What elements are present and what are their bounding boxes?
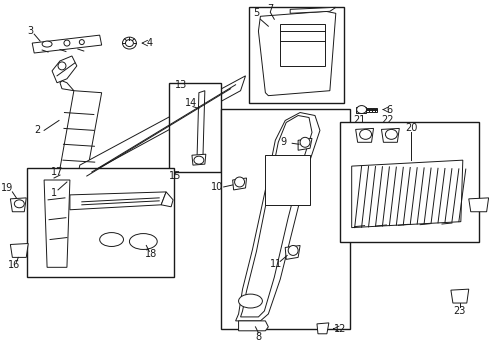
Ellipse shape [122,37,136,49]
Text: 10: 10 [210,182,222,192]
Polygon shape [10,198,26,212]
Text: 19: 19 [1,183,14,193]
Bar [27,168,174,277]
Polygon shape [57,91,101,185]
Text: 11: 11 [270,259,282,269]
Polygon shape [451,289,469,303]
Bar [220,109,350,329]
Polygon shape [356,129,373,142]
Polygon shape [352,160,463,228]
Ellipse shape [386,129,397,139]
Polygon shape [285,246,300,259]
Polygon shape [52,56,77,83]
Ellipse shape [129,234,157,249]
Polygon shape [62,174,80,185]
Text: 13: 13 [175,80,187,90]
Text: 9: 9 [280,137,286,147]
Bar [366,108,368,112]
Ellipse shape [79,40,84,45]
Polygon shape [192,154,206,165]
Text: 1: 1 [51,188,57,198]
Ellipse shape [194,156,204,164]
Polygon shape [236,113,320,321]
Text: 8: 8 [255,332,262,342]
Ellipse shape [42,41,52,47]
Polygon shape [298,138,312,150]
Bar [248,7,344,103]
Polygon shape [70,192,166,210]
Polygon shape [290,7,336,13]
Text: 21: 21 [353,116,366,126]
Bar [340,122,479,242]
Ellipse shape [235,177,245,187]
Text: 16: 16 [8,260,21,270]
Bar [169,83,220,172]
Polygon shape [60,81,74,91]
Text: 15: 15 [169,171,181,181]
Text: 18: 18 [145,249,157,260]
Text: 2: 2 [34,125,40,135]
Polygon shape [381,129,399,142]
Text: 5: 5 [253,8,260,18]
Text: 7: 7 [267,4,273,14]
Text: 14: 14 [185,98,197,108]
Polygon shape [258,11,336,96]
Polygon shape [77,177,87,185]
Bar [280,24,325,66]
Bar [374,108,377,112]
Polygon shape [197,91,205,162]
Polygon shape [161,192,173,207]
Ellipse shape [360,129,371,139]
Ellipse shape [357,105,367,113]
Polygon shape [32,35,101,53]
Ellipse shape [64,40,70,46]
Ellipse shape [99,233,123,247]
Bar [371,108,374,112]
Ellipse shape [239,294,262,308]
Text: 12: 12 [334,324,346,334]
Polygon shape [239,321,269,331]
Polygon shape [77,76,245,180]
Polygon shape [469,198,489,212]
Ellipse shape [125,40,133,46]
Polygon shape [10,243,28,257]
Polygon shape [44,180,70,267]
Polygon shape [233,178,246,190]
Text: 17: 17 [51,167,63,177]
Text: 23: 23 [454,306,466,316]
Text: 20: 20 [405,123,417,134]
Ellipse shape [288,246,298,255]
Ellipse shape [58,62,66,70]
Text: 22: 22 [381,116,393,126]
Polygon shape [317,323,329,334]
Ellipse shape [14,200,24,208]
Text: 4: 4 [146,38,152,48]
Text: 3: 3 [27,26,33,36]
Bar [368,108,371,112]
Polygon shape [356,107,366,113]
Bar [266,155,310,205]
Text: 6: 6 [386,104,392,114]
Ellipse shape [300,137,310,147]
